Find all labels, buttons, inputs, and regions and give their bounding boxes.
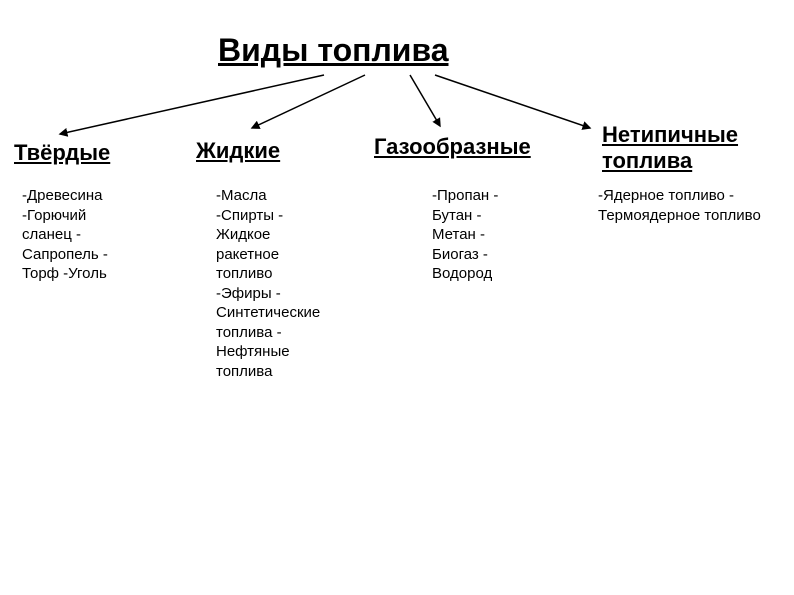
- arrow-line: [60, 75, 324, 134]
- category-solid: Твёрдые: [14, 140, 110, 166]
- items-solid: -Древесина -Горючий сланец - Сапропель -…: [22, 186, 152, 284]
- category-atypical: Нетипичные топлива: [602, 122, 738, 174]
- items-gas: -Пропан - Бутан - Метан - Биогаз - Водор…: [432, 186, 552, 284]
- arrow-line: [252, 75, 365, 128]
- arrows-layer: [0, 0, 794, 595]
- items-liquid: -Масла -Спирты - Жидкое ракетное топливо…: [216, 186, 366, 381]
- arrow-line: [435, 75, 590, 128]
- diagram-title: Виды топлива: [218, 32, 448, 69]
- category-gas: Газообразные: [374, 134, 531, 160]
- category-liquid: Жидкие: [196, 138, 280, 164]
- items-atypical: -Ядерное топливо - Термоядерное топливо: [598, 186, 794, 225]
- arrow-line: [410, 75, 440, 126]
